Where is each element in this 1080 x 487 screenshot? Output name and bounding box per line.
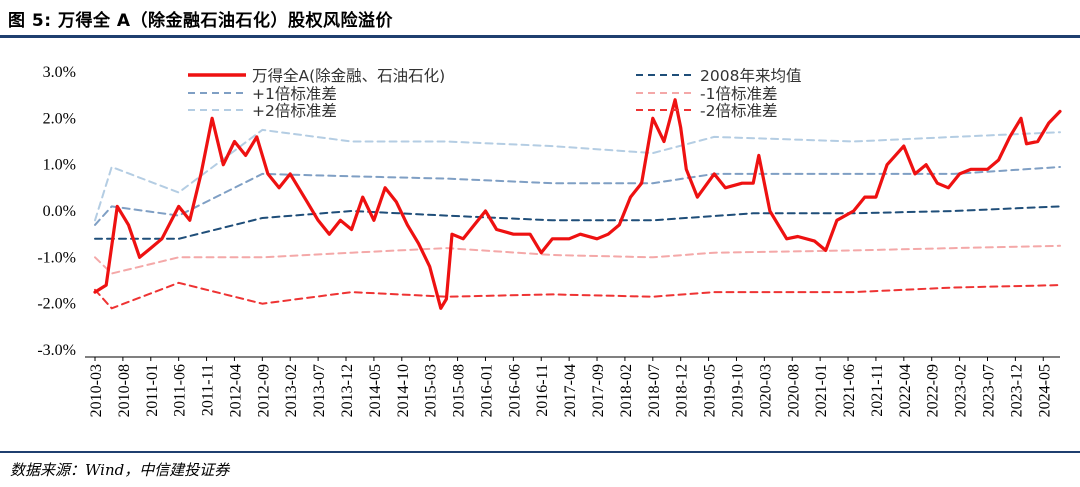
x-tick-label: 2019-10 <box>729 364 746 417</box>
x-tick-label: 2013-02 <box>283 364 300 417</box>
x-tick-label: 2011-01 <box>144 364 161 417</box>
legend-label: -2倍标准差 <box>700 102 777 120</box>
x-tick-label: 2011-06 <box>172 364 189 417</box>
x-tick-label: 2015-08 <box>451 364 468 417</box>
y-tick-label: -1.0% <box>37 249 76 266</box>
x-tick-label: 2010-08 <box>116 364 133 417</box>
x-tick-label: 2017-09 <box>590 364 607 417</box>
x-tick-label: 2015-03 <box>423 364 440 417</box>
x-tick-label: 2013-12 <box>339 364 356 417</box>
series-line-minus2sd <box>94 281 1061 310</box>
x-tick-label: 2014-10 <box>395 364 412 417</box>
x-tick-label: 2016-06 <box>506 364 523 417</box>
y-tick-label: 1.0% <box>43 157 76 174</box>
x-tick-label: 2012-09 <box>255 364 272 417</box>
x-tick-label: 2010-03 <box>88 364 105 417</box>
x-tick-label: 2023-12 <box>1008 364 1025 417</box>
legend-label: 万得全A(除金融、石油石化) <box>252 67 445 85</box>
x-tick-label: 2016-01 <box>478 364 495 417</box>
y-tick-label: 3.0% <box>43 64 76 81</box>
y-tick-label: -3.0% <box>37 342 76 359</box>
x-tick-label: 2013-07 <box>311 364 328 417</box>
series-line-plus1sd <box>94 166 1061 226</box>
legend-label: +1倍标准差 <box>252 85 337 103</box>
x-tick-label: 2017-04 <box>562 364 579 417</box>
x-tick-label: 2023-02 <box>953 364 970 417</box>
x-tick-label: 2022-04 <box>897 364 914 417</box>
bottom-rule <box>0 451 1080 453</box>
x-tick-label: 2021-01 <box>813 364 830 417</box>
series-line-main <box>93 98 1062 310</box>
x-tick-label: 2021-11 <box>869 364 886 417</box>
legend-label: -1倍标准差 <box>700 85 777 103</box>
series-line-plus2sd <box>94 128 1061 222</box>
legend-label: +2倍标准差 <box>252 102 337 120</box>
x-tick-label: 2018-02 <box>618 364 635 417</box>
y-tick-label: 0.0% <box>43 203 76 220</box>
x-tick-label: 2020-03 <box>757 364 774 417</box>
x-tick-label: 2012-04 <box>227 364 244 417</box>
x-tick-label: 2014-05 <box>367 364 384 417</box>
x-tick-label: 2018-12 <box>674 364 691 417</box>
y-tick-label: -2.0% <box>37 296 76 313</box>
x-tick-label: 2024-05 <box>1036 364 1053 417</box>
chart-title: 图 5: 万得全 A（除金融石油石化）股权风险溢价 <box>8 11 394 31</box>
y-tick-label: 2.0% <box>43 110 76 127</box>
series-line-minus1sd <box>94 244 1061 275</box>
x-tick-label: 2018-07 <box>646 364 663 417</box>
source-note: 数据来源：Wind，中信建投证券 <box>10 461 230 479</box>
x-tick-label: 2022-09 <box>925 364 942 417</box>
top-rule <box>0 35 1080 38</box>
x-tick-label: 2020-08 <box>785 364 802 417</box>
x-tick-label: 2021-06 <box>841 364 858 417</box>
x-tick-label: 2011-11 <box>200 364 217 416</box>
x-tick-label: 2023-07 <box>980 364 997 417</box>
x-tick-label: 2016-11 <box>534 364 551 417</box>
x-tick-label: 2019-05 <box>702 364 719 417</box>
series-line-mean <box>94 205 1061 240</box>
legend-label: 2008年来均值 <box>700 67 801 85</box>
